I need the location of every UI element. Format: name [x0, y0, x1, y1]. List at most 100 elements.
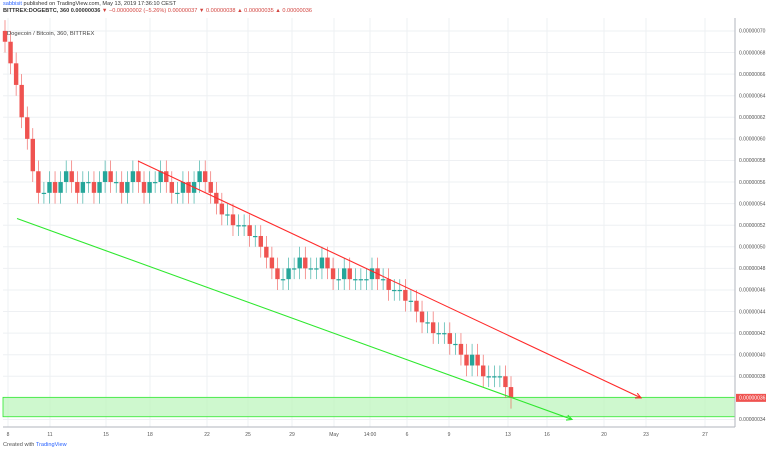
resistance-arrowhead [634, 392, 643, 399]
candle-body [408, 300, 414, 302]
candle-body [230, 214, 236, 226]
ohlc-line: BITTREX:DOGEBTC, 360 0.00000036 ▼ −0.000… [3, 8, 312, 14]
candle-body [386, 279, 391, 290]
candle-body [2, 30, 8, 42]
candle-body [308, 268, 314, 270]
support-zone [2, 396, 736, 418]
candle-body [458, 343, 464, 355]
x-tick-label: 25 [245, 432, 251, 438]
candle-body [453, 343, 458, 346]
candle-body [236, 225, 241, 227]
candle-body [425, 322, 430, 324]
candle-body [264, 246, 269, 258]
candle-body [397, 289, 402, 292]
axes: 0.00000034 0.00000036 0.00000038 0.00000040… [3, 18, 766, 438]
candle-body [141, 182, 147, 193]
y-tick-label: 0.00000052 [739, 223, 766, 229]
candle-body [442, 333, 447, 335]
candle-body [341, 268, 347, 280]
candle-body [275, 268, 280, 280]
support-zone-rect [2, 396, 736, 418]
candles [2, 20, 514, 409]
ohlc-rest: 0.00000037 ▼ 0.00000038 ▲ 0.00000035 ▲ 0… [167, 8, 312, 14]
candle-body [91, 182, 97, 193]
candle-body [258, 235, 263, 247]
candle-body [130, 171, 136, 183]
candle-body [164, 171, 169, 183]
y-tick-label: 0.00000068 [739, 50, 766, 56]
candle-body [419, 311, 425, 323]
y-tick-label: 0.00000046 [739, 288, 766, 294]
candle-body [364, 279, 369, 281]
y-tick-label: 0.00000034 [739, 417, 766, 423]
candle-body [30, 138, 36, 172]
y-tick-label: 0.00000058 [739, 158, 766, 164]
candle-body [197, 171, 202, 183]
y-tick-label: 0.00000066 [739, 72, 766, 78]
candle-body [430, 322, 436, 334]
candle-body [102, 171, 108, 183]
y-tick-label: 0.00000038 [739, 374, 766, 380]
y-tick-label: 0.00000062 [739, 115, 766, 121]
candle-body [114, 182, 119, 184]
candle-body [269, 257, 275, 269]
x-tick-label: 22 [204, 432, 210, 438]
candle-body [97, 182, 102, 193]
candle-body [380, 279, 386, 281]
published-text: published on TradingView.com, May 13, 20… [23, 1, 177, 7]
candle-body [314, 268, 319, 270]
last-price-marker [736, 393, 766, 402]
candle-body [492, 376, 497, 378]
y-tick-label: 0.00000070 [739, 29, 766, 35]
candle-body [497, 376, 503, 378]
footer: Created with TradingView [3, 442, 67, 448]
x-tick-label: 9 [448, 432, 451, 438]
candle-body [47, 182, 52, 193]
candle-body [186, 182, 191, 193]
candle-body [108, 171, 113, 183]
candle-body [297, 257, 302, 269]
y-tick-label: 0.00000040 [739, 352, 766, 358]
candle-body [25, 117, 30, 139]
candle-body [63, 171, 69, 183]
candle-body [8, 41, 13, 64]
candle-body [152, 182, 158, 184]
candle-body [319, 257, 325, 269]
candle-body [291, 268, 297, 270]
candle-body [75, 182, 80, 193]
candle-body [180, 182, 186, 193]
x-tick-label: May [329, 432, 339, 438]
x-tick-label: 16 [544, 432, 550, 438]
candle-body [247, 225, 252, 236]
candle-body [286, 268, 291, 280]
candle-body [52, 182, 58, 193]
candle-body [330, 268, 336, 280]
candle-body [303, 257, 308, 269]
trend-lines [16, 160, 643, 421]
ohlc-open: 0.00000036 [70, 8, 101, 14]
candle-body [219, 203, 225, 215]
y-tick-label: 0.00000056 [739, 180, 766, 186]
author-link[interactable]: sabbisit [3, 1, 22, 7]
tradingview-logo-text[interactable]: TradingView [35, 442, 67, 448]
x-tick-label: 6 [406, 432, 409, 438]
x-tick-label: 15 [103, 432, 109, 438]
candle-body [241, 225, 247, 227]
candle-body [225, 214, 230, 216]
candle-body [125, 182, 130, 193]
y-tick-label: 0.00000048 [739, 266, 766, 272]
grid [3, 18, 735, 427]
candle-body [358, 279, 364, 281]
y-tick-label: 0.00000050 [739, 245, 766, 251]
chart-title: Dogecoin / Bitcoin, 360, BITTREX [7, 31, 95, 37]
candle-body [480, 365, 486, 377]
candle-body [36, 171, 41, 193]
candle-body [69, 171, 74, 183]
candle-body [41, 192, 47, 195]
x-tick-label: 29 [289, 432, 295, 438]
support-line [16, 217, 573, 420]
candle-body [86, 182, 91, 184]
support-arrowhead [565, 414, 574, 421]
candle-body [486, 376, 491, 378]
